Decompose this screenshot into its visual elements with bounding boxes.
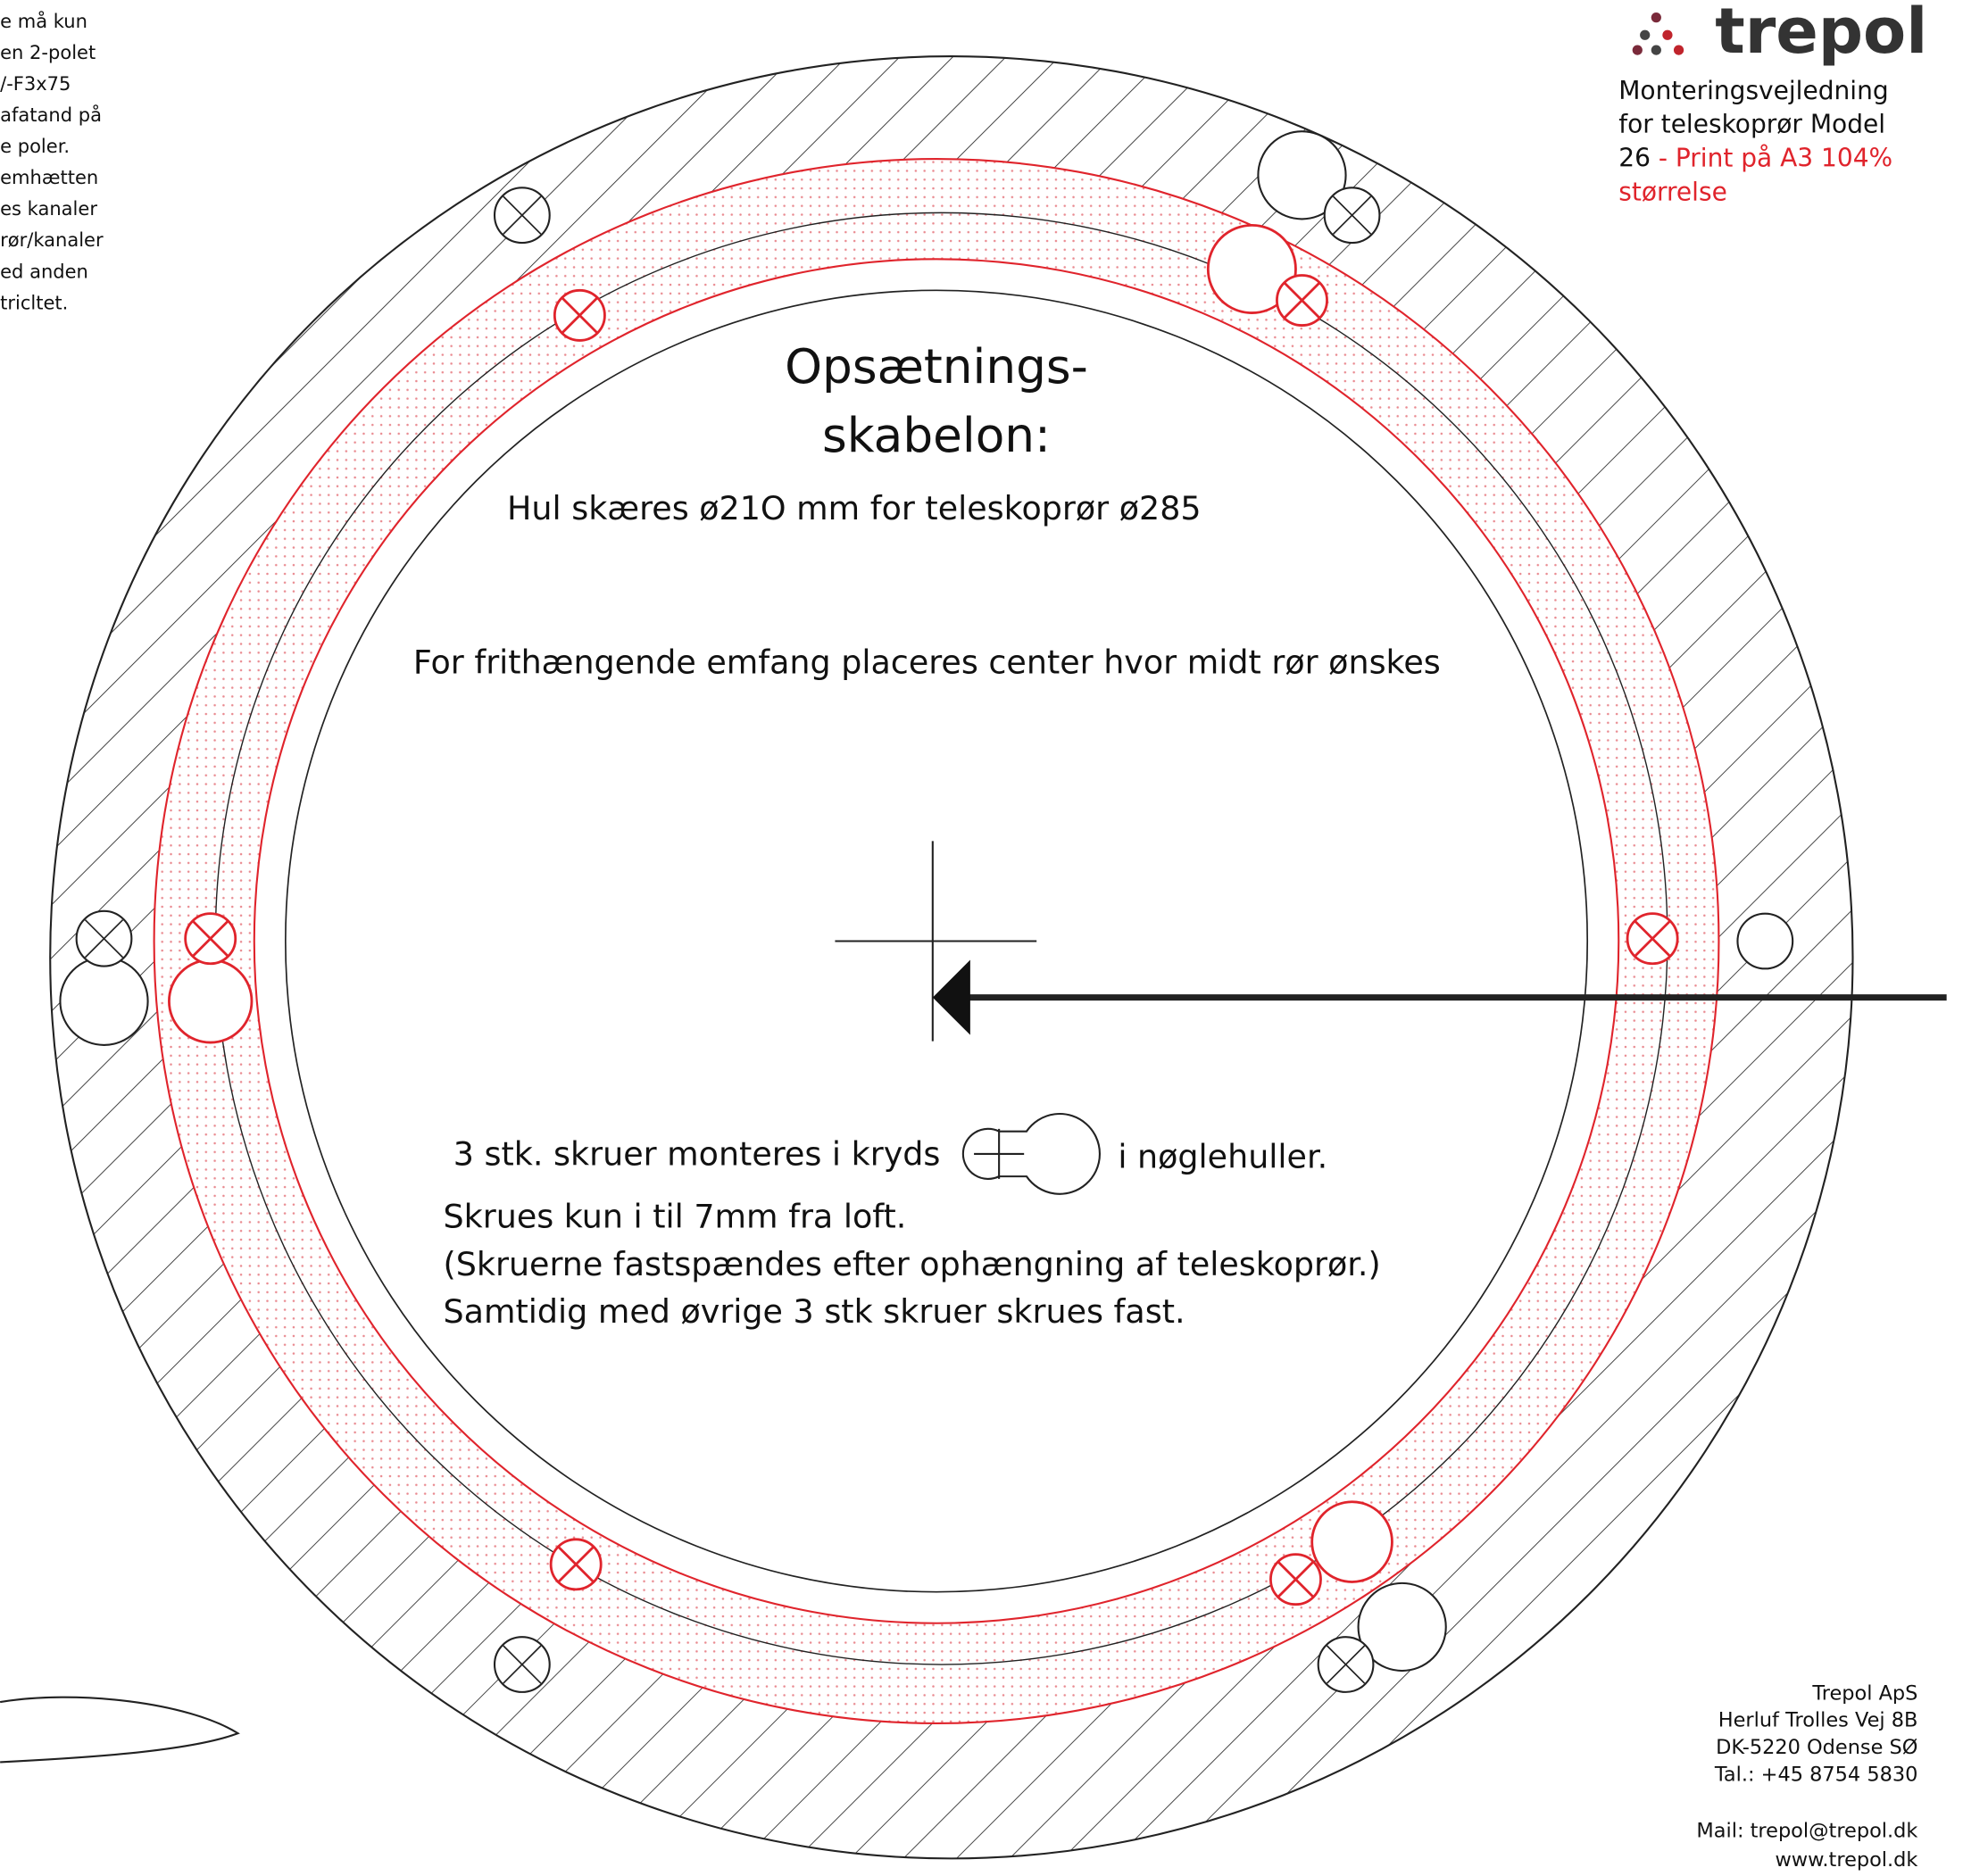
side-note-line: /-F3x75 bbox=[0, 72, 71, 95]
header-line: størrelse bbox=[1618, 177, 1727, 206]
side-note-line: tricltet. bbox=[0, 291, 68, 313]
print-note: - Print på A3 104% bbox=[1651, 144, 1892, 173]
title: Opsætnings- bbox=[785, 339, 1088, 394]
header-line: 26 - Print på A3 104% bbox=[1618, 144, 1892, 173]
side-note-line: e poler. bbox=[0, 135, 70, 157]
instruction: Hul skæres ø21O mm for teleskoprør ø285 bbox=[507, 489, 1202, 527]
address-line: Herluf Trolles Vej 8B bbox=[1718, 1709, 1918, 1732]
instruction: i nøglehuller. bbox=[1118, 1137, 1327, 1175]
address-line: DK-5220 Odense SØ bbox=[1716, 1736, 1917, 1759]
contact-line: www.trepol.dk bbox=[1775, 1848, 1917, 1872]
title: skabelon: bbox=[822, 408, 1051, 463]
instruction: 3 stk. skruer monteres i kryds bbox=[453, 1135, 941, 1174]
header-line: Monteringsvejledning bbox=[1618, 76, 1888, 105]
instruction: For frithængende emfang placeres center … bbox=[413, 643, 1441, 681]
note: (Skruerne fastspændes efter ophængning a… bbox=[444, 1245, 1381, 1283]
note: Samtidig med øvrige 3 stk skruer skrues … bbox=[444, 1292, 1185, 1331]
side-note-line: es kanaler bbox=[0, 197, 97, 220]
page: trepol Monteringsvejledning for teleskop… bbox=[0, 0, 1963, 1876]
side-note-line: emhætten bbox=[0, 166, 98, 188]
address-line: Trepol ApS bbox=[1811, 1681, 1917, 1705]
side-note-line: rør/kanaler bbox=[0, 228, 104, 251]
logo-dots bbox=[1633, 12, 1684, 55]
template-drawing bbox=[0, 56, 1953, 1858]
contact-line: Mail: trepol@trepol.dk bbox=[1696, 1820, 1917, 1843]
side-note-line: ed anden bbox=[0, 260, 88, 282]
note: Skrues kun i til 7mm fra loft. bbox=[444, 1198, 907, 1236]
model: 26 bbox=[1618, 144, 1651, 173]
header-line: for teleskoprør Model bbox=[1618, 110, 1885, 139]
side-note-line: afatand på bbox=[0, 104, 102, 126]
logo: trepol bbox=[1715, 0, 1927, 68]
side-note-line: en 2-polet bbox=[0, 41, 96, 63]
side-note-line: e må kun bbox=[0, 10, 87, 32]
address-line: Tal.: +45 8754 5830 bbox=[1714, 1764, 1917, 1787]
